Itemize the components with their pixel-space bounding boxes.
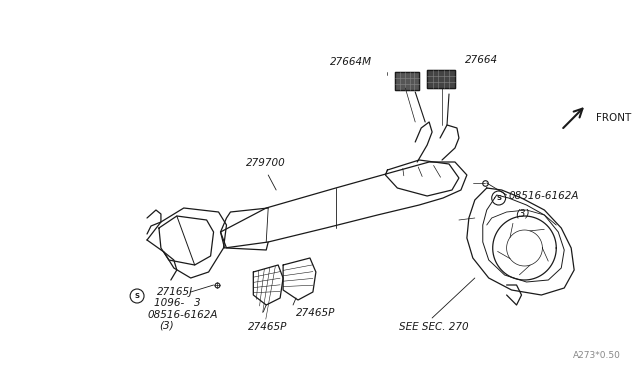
Text: SEE SEC. 270: SEE SEC. 270 bbox=[399, 322, 469, 332]
Text: 08516-6162A: 08516-6162A bbox=[147, 310, 218, 320]
Text: 27165J: 27165J bbox=[157, 287, 193, 297]
Text: FRONT: FRONT bbox=[596, 113, 631, 123]
Text: S: S bbox=[496, 195, 501, 201]
Text: (3): (3) bbox=[516, 208, 530, 218]
Text: A273*0.50: A273*0.50 bbox=[573, 351, 621, 360]
Text: S: S bbox=[134, 293, 140, 299]
Text: (3): (3) bbox=[159, 321, 173, 331]
Text: 08516-6162A: 08516-6162A bbox=[509, 191, 579, 201]
Text: 1096-   3: 1096- 3 bbox=[154, 298, 200, 308]
Text: 279700: 279700 bbox=[246, 158, 286, 168]
Text: 27664: 27664 bbox=[465, 55, 498, 65]
Text: 27465P: 27465P bbox=[248, 322, 288, 332]
Text: 27465P: 27465P bbox=[296, 308, 335, 318]
Polygon shape bbox=[396, 72, 419, 90]
Text: 27664M: 27664M bbox=[330, 57, 372, 67]
Polygon shape bbox=[427, 70, 455, 88]
